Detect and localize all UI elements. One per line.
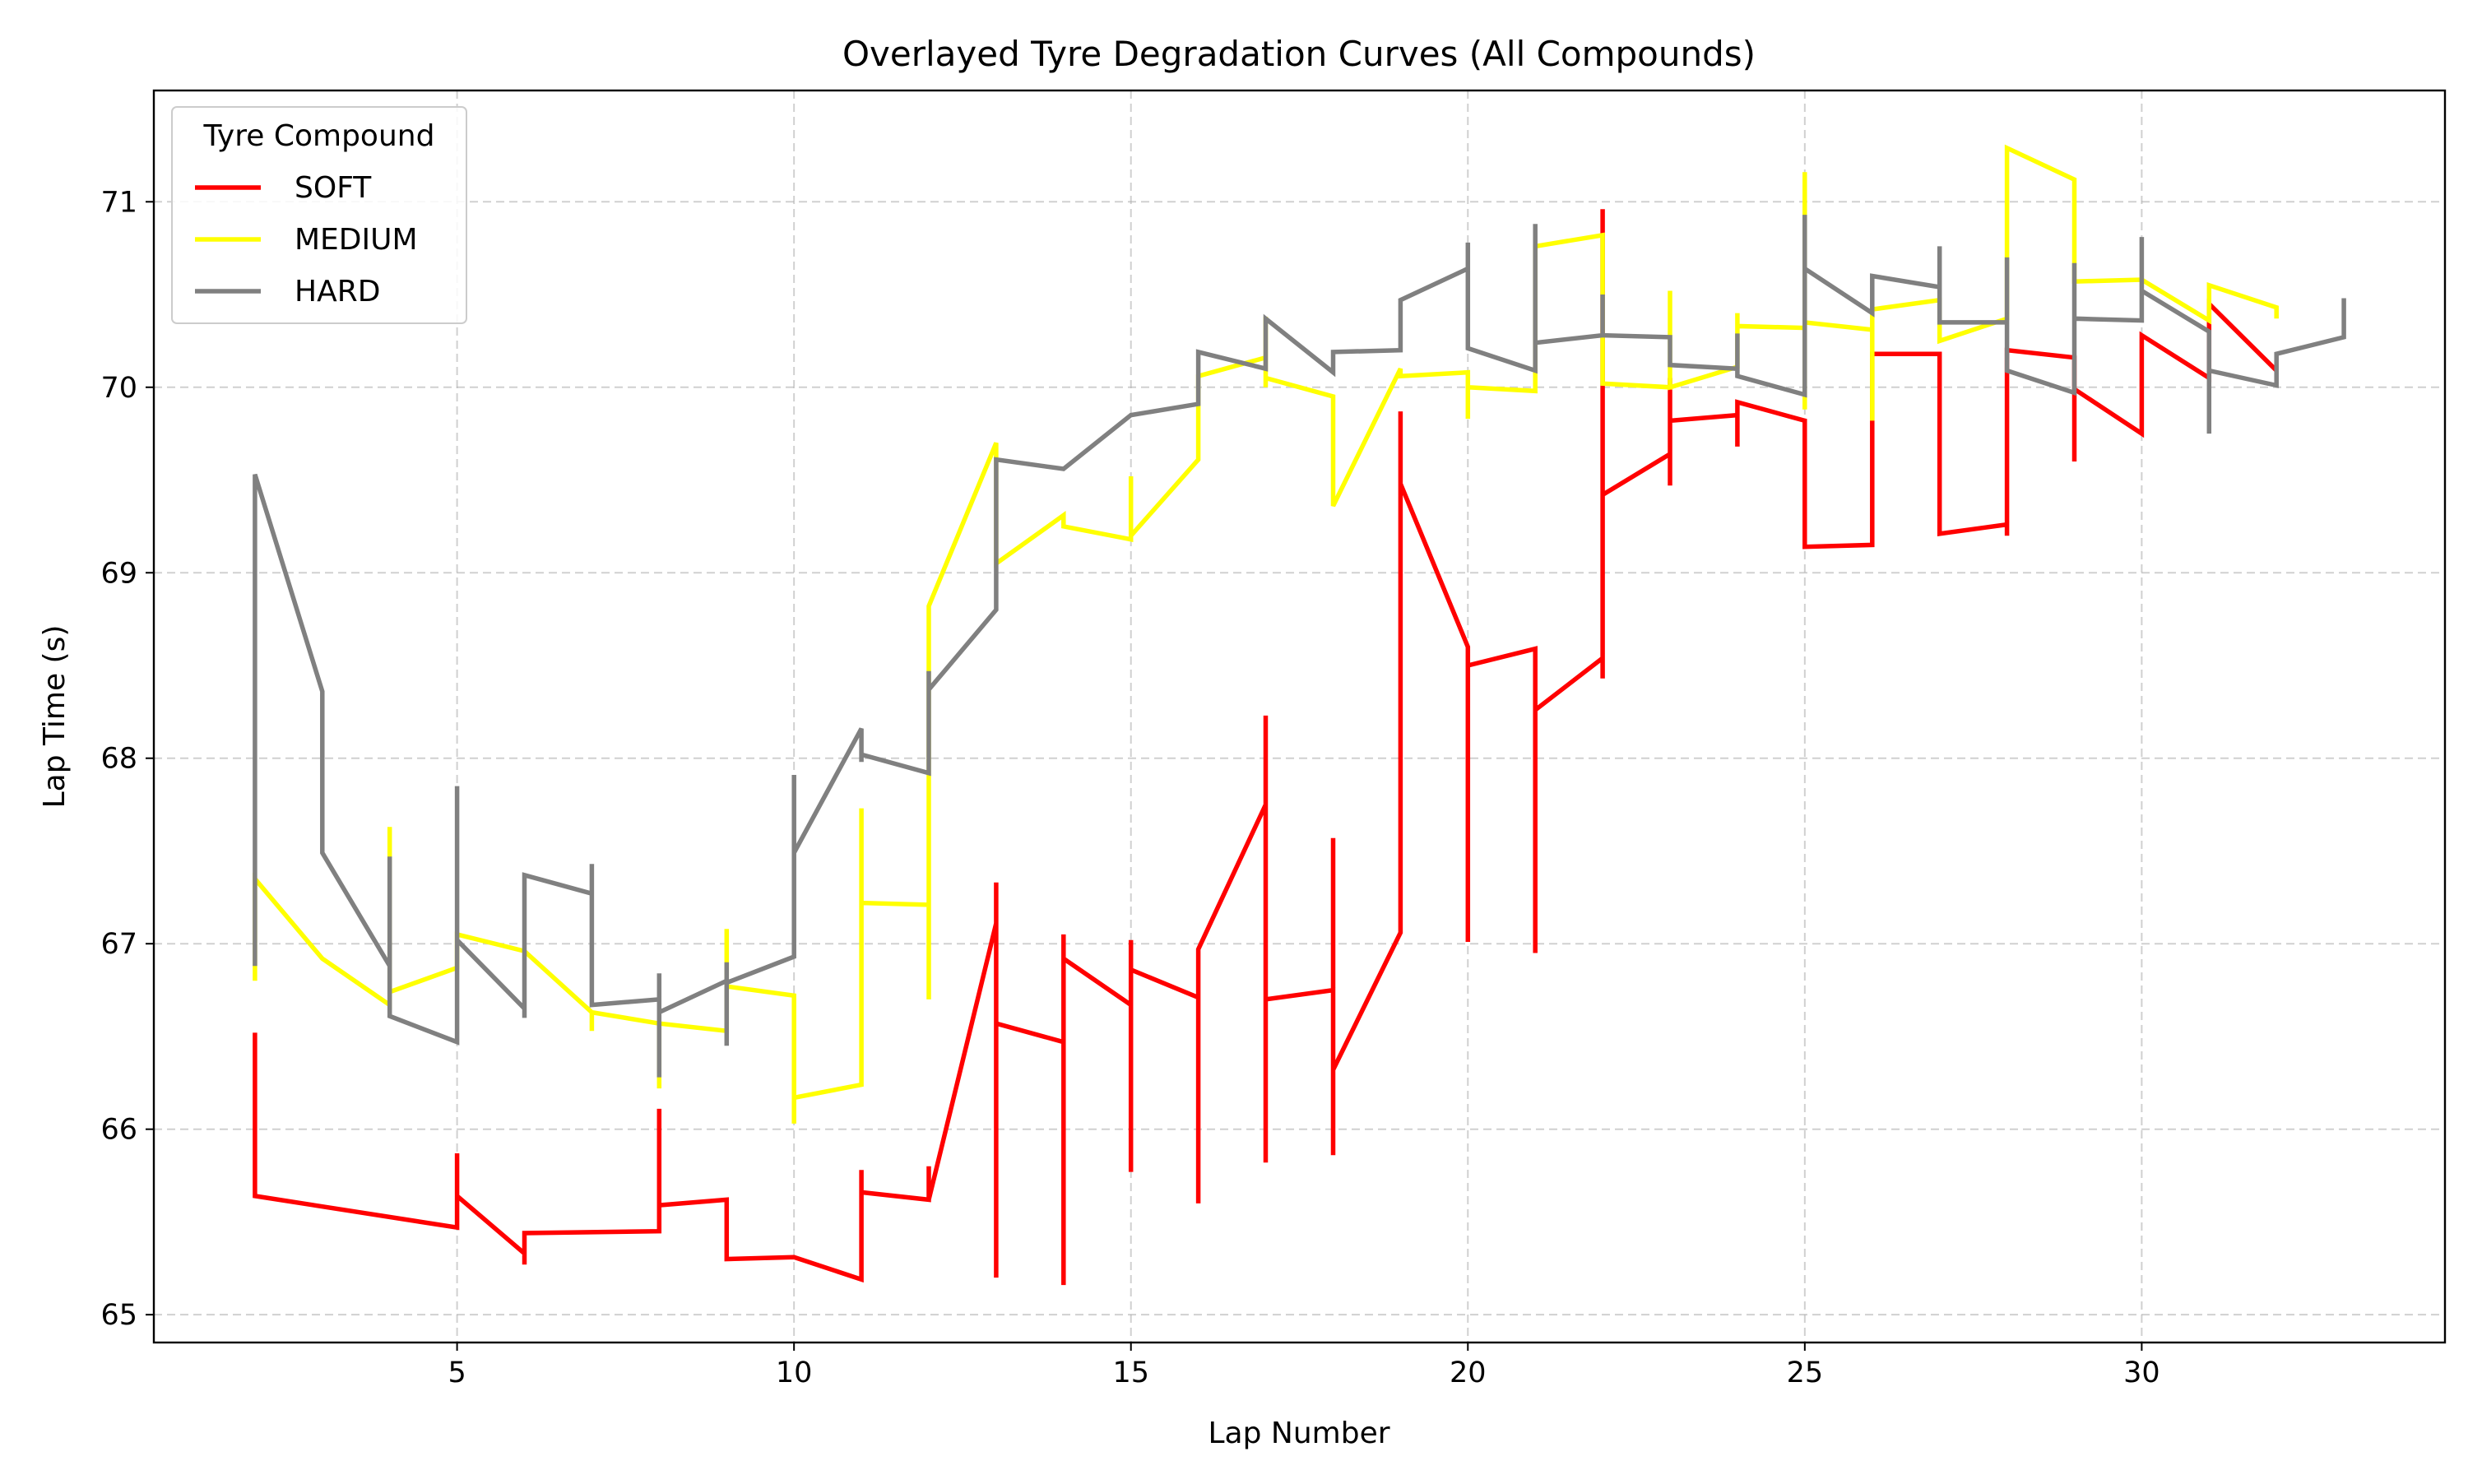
x-tick-label: 25 — [1787, 1356, 1824, 1389]
y-tick-label: 69 — [100, 557, 137, 590]
legend-label-medium: MEDIUM — [295, 223, 418, 257]
legend: Tyre Compound SOFT MEDIUM HARD — [171, 106, 467, 324]
plot-frame — [152, 89, 2447, 1344]
legend-label-soft: SOFT — [295, 171, 372, 205]
y-tick-label: 67 — [100, 928, 137, 961]
y-axis-label: Lap Time (s) — [38, 625, 72, 809]
x-tick-label: 10 — [776, 1356, 813, 1389]
y-tick-label: 66 — [100, 1114, 137, 1147]
axes: 5 10 15 20 25 30 65 66 67 68 69 70 71 — [100, 186, 2160, 1389]
legend-label-hard: HARD — [295, 275, 380, 308]
x-tick-label: 20 — [1450, 1356, 1487, 1389]
x-tick-label: 5 — [448, 1356, 466, 1389]
x-tick-label: 30 — [2123, 1356, 2160, 1389]
series-line-soft — [253, 209, 2279, 1286]
x-axis-label: Lap Number — [1208, 1417, 1389, 1450]
legend-items: SOFT MEDIUM HARD — [195, 171, 418, 308]
series-line-hard — [253, 215, 2346, 1078]
y-tick-label: 70 — [100, 372, 137, 405]
y-tick-label: 71 — [100, 186, 137, 219]
y-tick-label: 68 — [100, 743, 137, 776]
legend-title: Tyre Compound — [203, 119, 435, 153]
chart-title: Overlayed Tyre Degradation Curves (All C… — [842, 34, 1756, 74]
y-tick-label: 65 — [100, 1299, 137, 1332]
legend-box — [171, 106, 467, 324]
series-lines — [253, 144, 2346, 1286]
x-tick-label: 15 — [1112, 1356, 1149, 1389]
